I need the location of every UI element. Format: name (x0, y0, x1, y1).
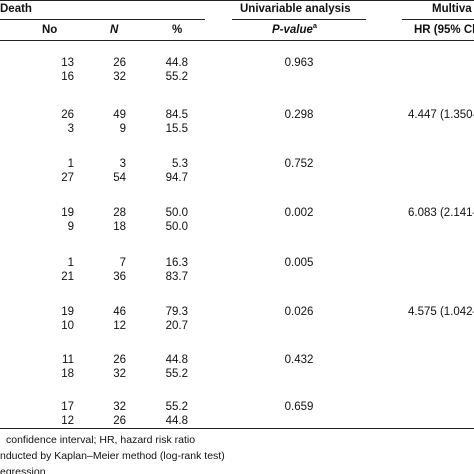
footnote: confidence interval; HR, hazard risk rat… (6, 434, 196, 446)
cell: 79.3 (165, 306, 188, 318)
cell: 5.3 (172, 158, 188, 170)
cell: 46 (113, 306, 126, 318)
cell: 55.2 (165, 368, 188, 380)
cell: 19 (61, 306, 74, 318)
cell: 21 (61, 271, 74, 283)
cell: 12 (113, 320, 126, 332)
p-value: 0.432 (284, 354, 314, 366)
col-header: No (42, 24, 58, 36)
p-value: 0.752 (284, 158, 314, 170)
cell: 12 (61, 415, 74, 427)
hazard-ratio: 4.447 (1.350–1 (408, 109, 474, 121)
cell: 16 (61, 71, 74, 83)
cell: 55.2 (165, 71, 188, 83)
cell: 55.2 (165, 401, 188, 413)
cell: 50.0 (165, 221, 188, 233)
cell: 7 (119, 257, 126, 269)
cell: 1 (67, 257, 74, 269)
hazard-ratio: 6.083 (2.141–17 (408, 207, 474, 219)
cell: 20.7 (165, 320, 188, 332)
col-header-text: P-value (272, 24, 313, 36)
cell: 1 (67, 158, 74, 170)
p-value: 0.002 (284, 207, 314, 219)
footnote: nducted by Kaplan–Meier method (log-rank… (0, 450, 225, 462)
p-value: 0.026 (284, 306, 314, 318)
cell: 9 (119, 123, 126, 135)
cell: 17 (61, 401, 74, 413)
rule (0, 0, 474, 1)
group-header: Multiva (432, 3, 472, 15)
p-value: 0.963 (284, 57, 314, 69)
cell: 26 (113, 354, 126, 366)
cell: 32 (113, 401, 126, 413)
cell: 54 (113, 172, 126, 184)
cell: 11 (62, 354, 74, 366)
group-header: Death (0, 3, 32, 15)
cell: 32 (113, 71, 126, 83)
cell: 27 (61, 172, 74, 184)
cell: 16.3 (165, 257, 188, 269)
cell: 44.8 (165, 354, 188, 366)
col-header: HR (95% Cl (414, 24, 474, 36)
col-header: P-valuea (272, 21, 318, 37)
cell: 49 (113, 109, 126, 121)
cell: 18 (113, 221, 126, 233)
col-header: % (172, 24, 183, 36)
p-value: 0.659 (284, 401, 314, 413)
cell: 84.5 (165, 109, 188, 121)
cell: 50.0 (165, 207, 188, 219)
cell: 3 (119, 158, 126, 170)
rule (0, 19, 205, 20)
cell: 94.7 (165, 172, 188, 184)
footnote: egression (0, 466, 46, 474)
cell: 44.8 (165, 415, 188, 427)
cell: 28 (113, 207, 126, 219)
p-value: 0.298 (284, 109, 314, 121)
cell: 36 (113, 271, 126, 283)
rule (0, 428, 474, 429)
rule (0, 40, 474, 41)
p-value: 0.005 (284, 257, 314, 269)
cell: 9 (67, 221, 74, 233)
cell: 44.8 (165, 57, 188, 69)
rule (232, 19, 366, 20)
cell: 26 (61, 109, 74, 121)
rule (402, 19, 474, 20)
cell: 13 (61, 57, 74, 69)
cell: 26 (113, 415, 126, 427)
cell: 83.7 (165, 271, 188, 283)
cell: 18 (61, 368, 74, 380)
cell: 15.5 (165, 123, 188, 135)
cell: 10 (61, 320, 74, 332)
hazard-ratio: 4.575 (1.042–20 (408, 306, 474, 318)
superscript: a (312, 21, 318, 31)
col-header: N (110, 24, 119, 36)
cell: 32 (113, 368, 126, 380)
cell: 26 (113, 57, 126, 69)
cell: 19 (61, 207, 74, 219)
cell: 3 (67, 123, 74, 135)
group-header: Univariable analysis (240, 3, 351, 15)
